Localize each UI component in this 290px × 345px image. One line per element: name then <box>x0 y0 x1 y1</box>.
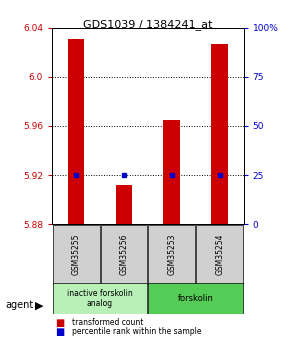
Text: forskolin: forskolin <box>178 294 214 303</box>
Text: percentile rank within the sample: percentile rank within the sample <box>72 327 202 336</box>
Bar <box>148 225 195 284</box>
Bar <box>116 185 132 224</box>
Bar <box>53 225 99 284</box>
Bar <box>101 225 147 284</box>
Text: ▶: ▶ <box>35 300 44 310</box>
Text: agent: agent <box>6 300 34 310</box>
Bar <box>164 120 180 224</box>
Text: GSM35254: GSM35254 <box>215 234 224 275</box>
Text: transformed count: transformed count <box>72 318 144 327</box>
Text: inactive forskolin
analog: inactive forskolin analog <box>67 289 133 308</box>
Text: GSM35253: GSM35253 <box>167 234 176 275</box>
Text: ■: ■ <box>55 327 64 337</box>
Bar <box>196 225 243 284</box>
Text: ■: ■ <box>55 318 64 327</box>
Text: GSM35255: GSM35255 <box>72 234 81 275</box>
Bar <box>148 283 243 314</box>
Bar <box>68 39 84 224</box>
Text: GSM35256: GSM35256 <box>119 234 128 275</box>
Bar <box>211 43 228 224</box>
Bar <box>53 283 147 314</box>
Text: GDS1039 / 1384241_at: GDS1039 / 1384241_at <box>83 19 213 30</box>
